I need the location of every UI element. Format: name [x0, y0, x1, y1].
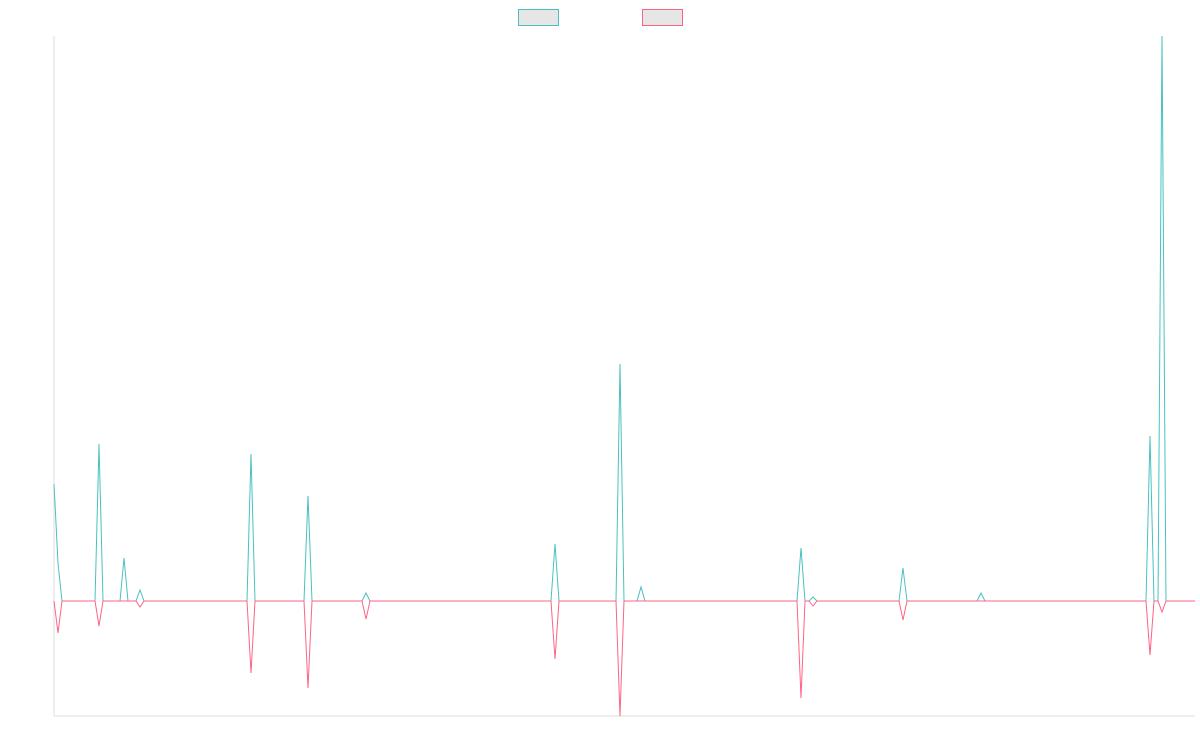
legend-swatch: [642, 9, 683, 26]
series-line: [53, 600, 1195, 717]
series-line: [53, 35, 1195, 602]
legend-swatch: [518, 9, 559, 26]
